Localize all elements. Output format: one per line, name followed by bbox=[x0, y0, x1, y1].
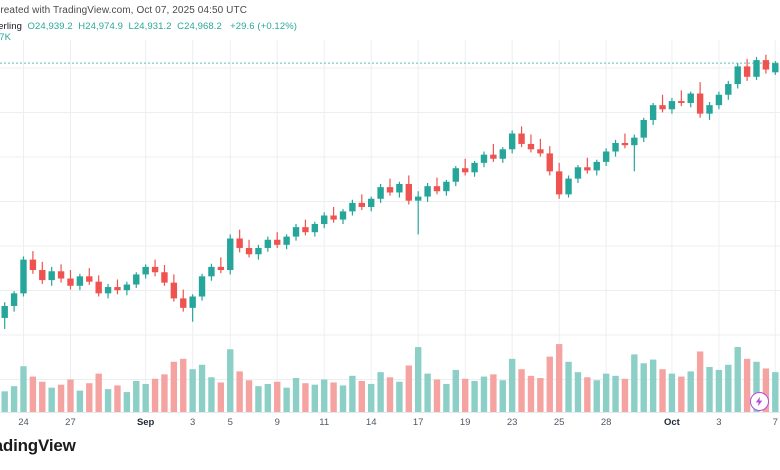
time-axis-tick: 3 bbox=[716, 417, 722, 428]
time-axis-tick: 11 bbox=[319, 417, 330, 428]
time-axis-tick: Oct bbox=[664, 417, 680, 428]
ohlc-legend: Sterling O24,939.2 H24,974.9 L24,931.2 C… bbox=[0, 21, 780, 32]
watermark-label: TradingView bbox=[0, 436, 76, 455]
time-axis-tick: 17 bbox=[412, 417, 424, 428]
low-value: 24,931.2 bbox=[133, 21, 172, 32]
time-axis-tick: Sep bbox=[136, 417, 155, 428]
open-value: 24,939.2 bbox=[35, 21, 73, 32]
low-label: L bbox=[128, 21, 134, 32]
time-axis-tick: 5 bbox=[227, 417, 233, 428]
close-value: 24,968.2 bbox=[184, 21, 222, 32]
price-plot bbox=[0, 40, 780, 412]
time-axis-tick: 23 bbox=[506, 417, 518, 428]
time-axis-tick: 25 bbox=[553, 417, 565, 428]
close-label: C bbox=[177, 21, 185, 32]
high-label: H bbox=[78, 21, 86, 32]
volume-value: 27K bbox=[0, 32, 11, 43]
change-value: +29.6 (+0.12%) bbox=[230, 21, 298, 32]
time-axis-tick: 27 bbox=[65, 417, 76, 428]
high-value: 24,974.9 bbox=[85, 21, 124, 32]
time-axis: 24 27 Sep 3 5 9 11 14 17 19 23 25 28 Oct 3 7 bbox=[0, 412, 780, 435]
time-axis-tick: 28 bbox=[600, 417, 612, 428]
volume-legend: 27K bbox=[0, 32, 17, 43]
attribution-label: Created with TradingView.com, Oct 07, 20… bbox=[0, 5, 248, 16]
time-axis-tick: 14 bbox=[365, 417, 377, 428]
time-axis-tick: 7 bbox=[772, 417, 778, 428]
tradingview-watermark: TradingView bbox=[0, 436, 76, 456]
attribution-text: Created with TradingView.com, Oct 07, 20… bbox=[0, 5, 780, 16]
time-axis-tick: 24 bbox=[18, 417, 29, 428]
open-label: O bbox=[27, 21, 35, 32]
time-axis-tick: 9 bbox=[274, 417, 280, 428]
time-axis-tick: 3 bbox=[189, 417, 196, 428]
time-axis-tick: 19 bbox=[459, 417, 471, 428]
zap-icon[interactable] bbox=[750, 392, 769, 411]
symbol-label: Sterling bbox=[0, 21, 23, 32]
